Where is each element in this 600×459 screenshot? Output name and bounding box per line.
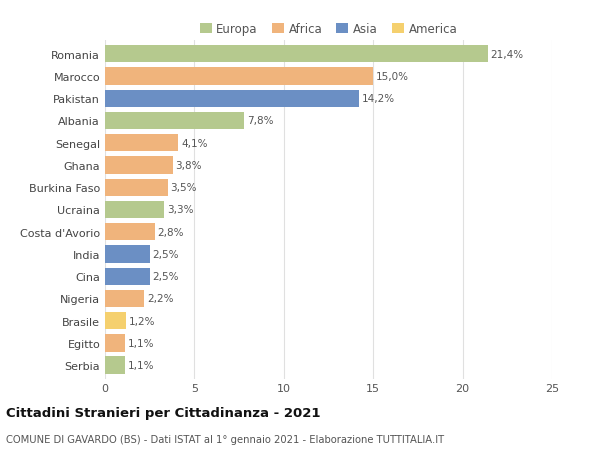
Bar: [105, 312, 127, 330]
Text: 2,8%: 2,8%: [158, 227, 184, 237]
Bar: [105, 335, 125, 352]
Text: 1,1%: 1,1%: [127, 360, 154, 370]
Bar: [105, 224, 155, 241]
Text: 14,2%: 14,2%: [362, 94, 395, 104]
Bar: [105, 246, 150, 263]
Text: 7,8%: 7,8%: [247, 116, 274, 126]
Bar: [105, 179, 167, 196]
Bar: [105, 290, 145, 308]
Bar: [105, 46, 488, 63]
Bar: [105, 157, 173, 174]
Legend: Europa, Africa, Asia, America: Europa, Africa, Asia, America: [195, 18, 462, 41]
Bar: [105, 268, 150, 285]
Text: 2,2%: 2,2%: [147, 294, 173, 304]
Text: Cittadini Stranieri per Cittadinanza - 2021: Cittadini Stranieri per Cittadinanza - 2…: [6, 406, 320, 419]
Bar: [105, 68, 373, 85]
Text: 3,5%: 3,5%: [170, 183, 197, 193]
Text: COMUNE DI GAVARDO (BS) - Dati ISTAT al 1° gennaio 2021 - Elaborazione TUTTITALIA: COMUNE DI GAVARDO (BS) - Dati ISTAT al 1…: [6, 434, 444, 444]
Text: 2,5%: 2,5%: [152, 249, 179, 259]
Bar: [105, 90, 359, 108]
Text: 15,0%: 15,0%: [376, 72, 409, 82]
Text: 1,1%: 1,1%: [127, 338, 154, 348]
Bar: [105, 112, 244, 130]
Text: 3,3%: 3,3%: [167, 205, 193, 215]
Bar: [105, 357, 125, 374]
Text: 2,5%: 2,5%: [152, 272, 179, 281]
Text: 1,2%: 1,2%: [129, 316, 155, 326]
Text: 3,8%: 3,8%: [176, 161, 202, 171]
Bar: [105, 202, 164, 218]
Text: 4,1%: 4,1%: [181, 139, 208, 148]
Bar: [105, 135, 178, 152]
Text: 21,4%: 21,4%: [490, 50, 523, 60]
